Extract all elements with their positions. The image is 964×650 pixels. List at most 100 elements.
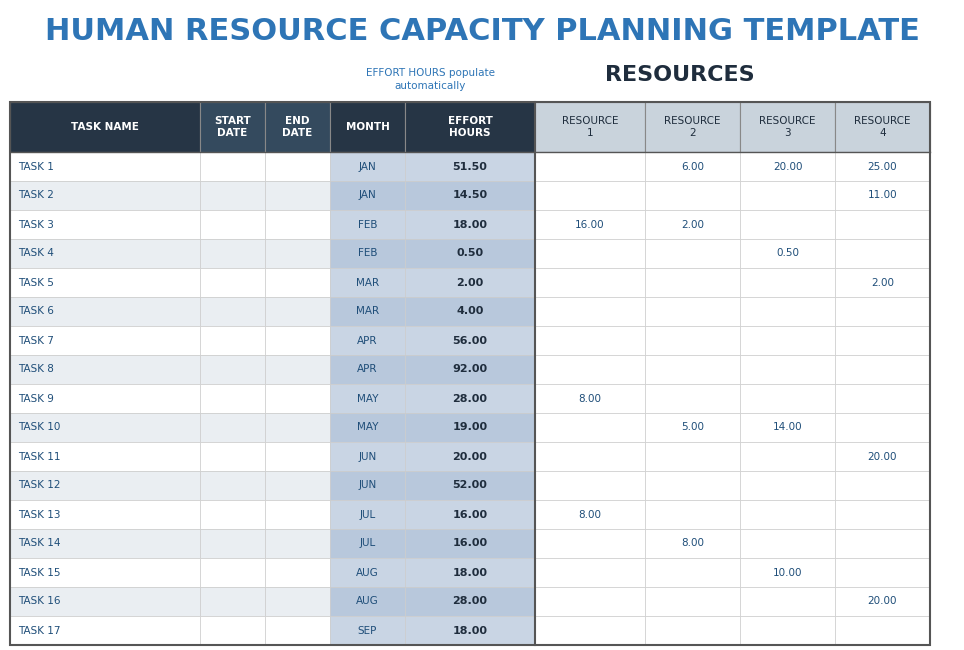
Text: 20.00: 20.00: [868, 452, 897, 461]
Bar: [405, 102, 535, 152]
Text: 28.00: 28.00: [452, 597, 488, 606]
Bar: [645, 616, 740, 645]
Bar: [10, 239, 200, 268]
Bar: [265, 471, 330, 500]
Bar: [835, 181, 930, 210]
Bar: [835, 384, 930, 413]
Bar: [330, 239, 405, 268]
Text: HUMAN RESOURCE CAPACITY PLANNING TEMPLATE: HUMAN RESOURCE CAPACITY PLANNING TEMPLAT…: [44, 18, 920, 47]
Bar: [740, 471, 835, 500]
Bar: [535, 616, 645, 645]
Bar: [10, 355, 200, 384]
Bar: [740, 297, 835, 326]
Text: TASK 1: TASK 1: [18, 161, 54, 172]
Text: 10.00: 10.00: [773, 567, 802, 577]
Text: JUN: JUN: [359, 452, 377, 461]
Bar: [535, 529, 645, 558]
Bar: [10, 616, 200, 645]
Text: MONTH: MONTH: [345, 122, 389, 132]
Bar: [10, 529, 200, 558]
Bar: [535, 326, 645, 355]
Text: 25.00: 25.00: [868, 161, 897, 172]
Text: 20.00: 20.00: [868, 597, 897, 606]
Text: 20.00: 20.00: [773, 161, 802, 172]
Bar: [330, 471, 405, 500]
Bar: [265, 181, 330, 210]
Bar: [200, 210, 265, 239]
Bar: [405, 152, 535, 181]
Text: 92.00: 92.00: [452, 365, 488, 374]
Bar: [330, 297, 405, 326]
Bar: [405, 268, 535, 297]
Text: 6.00: 6.00: [681, 161, 704, 172]
Text: 18.00: 18.00: [452, 220, 488, 229]
Bar: [835, 102, 930, 152]
Bar: [645, 355, 740, 384]
Bar: [535, 471, 645, 500]
Text: TASK 2: TASK 2: [18, 190, 54, 200]
Bar: [405, 355, 535, 384]
Text: EFFORT HOURS populate
automatically: EFFORT HOURS populate automatically: [365, 68, 495, 91]
Bar: [10, 268, 200, 297]
Bar: [10, 500, 200, 529]
Bar: [535, 587, 645, 616]
Text: AUG: AUG: [356, 597, 379, 606]
Bar: [405, 326, 535, 355]
Bar: [405, 616, 535, 645]
Bar: [740, 102, 835, 152]
Text: 2.00: 2.00: [871, 278, 894, 287]
Text: START
DATE: START DATE: [214, 116, 251, 138]
Bar: [265, 297, 330, 326]
Bar: [330, 529, 405, 558]
Text: JAN: JAN: [359, 161, 376, 172]
Bar: [740, 442, 835, 471]
Bar: [740, 500, 835, 529]
Bar: [330, 181, 405, 210]
Bar: [265, 558, 330, 587]
Bar: [330, 442, 405, 471]
Bar: [645, 326, 740, 355]
Bar: [405, 413, 535, 442]
Bar: [405, 384, 535, 413]
Bar: [535, 102, 645, 152]
Bar: [740, 268, 835, 297]
Bar: [645, 210, 740, 239]
Bar: [645, 558, 740, 587]
Bar: [645, 239, 740, 268]
Bar: [200, 442, 265, 471]
Bar: [740, 587, 835, 616]
Bar: [835, 326, 930, 355]
Bar: [405, 529, 535, 558]
Text: 8.00: 8.00: [578, 393, 602, 404]
Bar: [265, 239, 330, 268]
Text: 16.00: 16.00: [576, 220, 604, 229]
Text: MAY: MAY: [357, 422, 378, 432]
Bar: [265, 529, 330, 558]
Text: MAR: MAR: [356, 278, 379, 287]
Bar: [645, 587, 740, 616]
Bar: [645, 471, 740, 500]
Text: 14.00: 14.00: [773, 422, 802, 432]
Bar: [265, 442, 330, 471]
Bar: [835, 152, 930, 181]
Bar: [10, 102, 930, 645]
Bar: [535, 413, 645, 442]
Bar: [535, 558, 645, 587]
Text: 18.00: 18.00: [452, 567, 488, 577]
Bar: [200, 413, 265, 442]
Bar: [740, 616, 835, 645]
Text: 11.00: 11.00: [868, 190, 897, 200]
Bar: [835, 558, 930, 587]
Bar: [405, 297, 535, 326]
Bar: [645, 102, 740, 152]
Text: JAN: JAN: [359, 190, 376, 200]
Bar: [645, 384, 740, 413]
Bar: [200, 268, 265, 297]
Text: APR: APR: [358, 335, 378, 346]
Bar: [200, 181, 265, 210]
Text: JUL: JUL: [360, 538, 376, 549]
Bar: [10, 587, 200, 616]
Bar: [10, 442, 200, 471]
Bar: [265, 384, 330, 413]
Text: RESOURCE
3: RESOURCE 3: [760, 116, 816, 138]
